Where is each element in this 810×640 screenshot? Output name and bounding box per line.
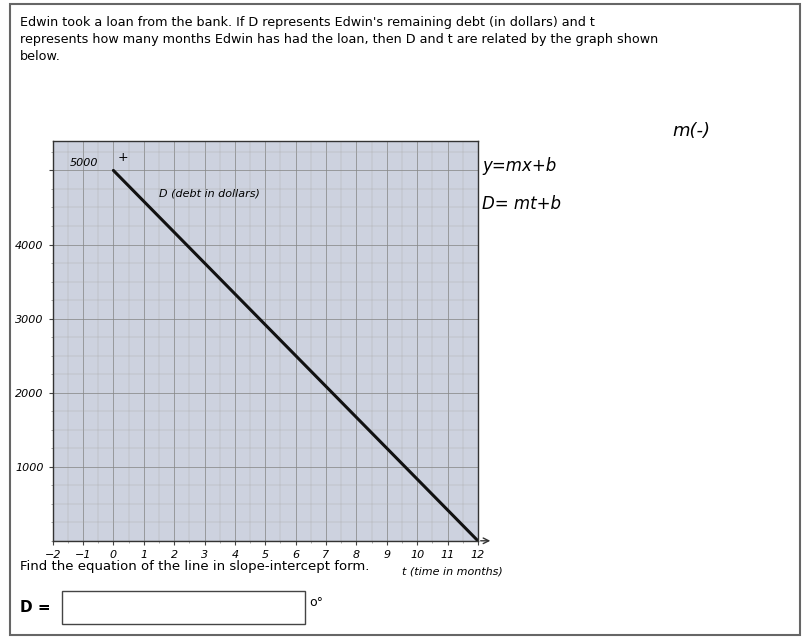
Text: D (debt in dollars): D (debt in dollars) bbox=[159, 189, 260, 199]
Text: Find the equation of the line in slope-intercept form.: Find the equation of the line in slope-i… bbox=[20, 560, 369, 573]
Text: +: + bbox=[118, 150, 129, 164]
Text: 5000: 5000 bbox=[70, 158, 98, 168]
Bar bbox=[62, 591, 305, 624]
Text: m(-): m(-) bbox=[672, 122, 710, 140]
Text: o°: o° bbox=[309, 596, 323, 609]
Text: D =: D = bbox=[20, 600, 51, 615]
Text: Edwin took a loan from the bank. If D represents Edwin's remaining debt (in doll: Edwin took a loan from the bank. If D re… bbox=[20, 16, 659, 63]
Text: D= mt+b: D= mt+b bbox=[482, 195, 561, 213]
Text: y=mx+b: y=mx+b bbox=[482, 157, 556, 175]
Text: t (time in months): t (time in months) bbox=[402, 567, 503, 577]
